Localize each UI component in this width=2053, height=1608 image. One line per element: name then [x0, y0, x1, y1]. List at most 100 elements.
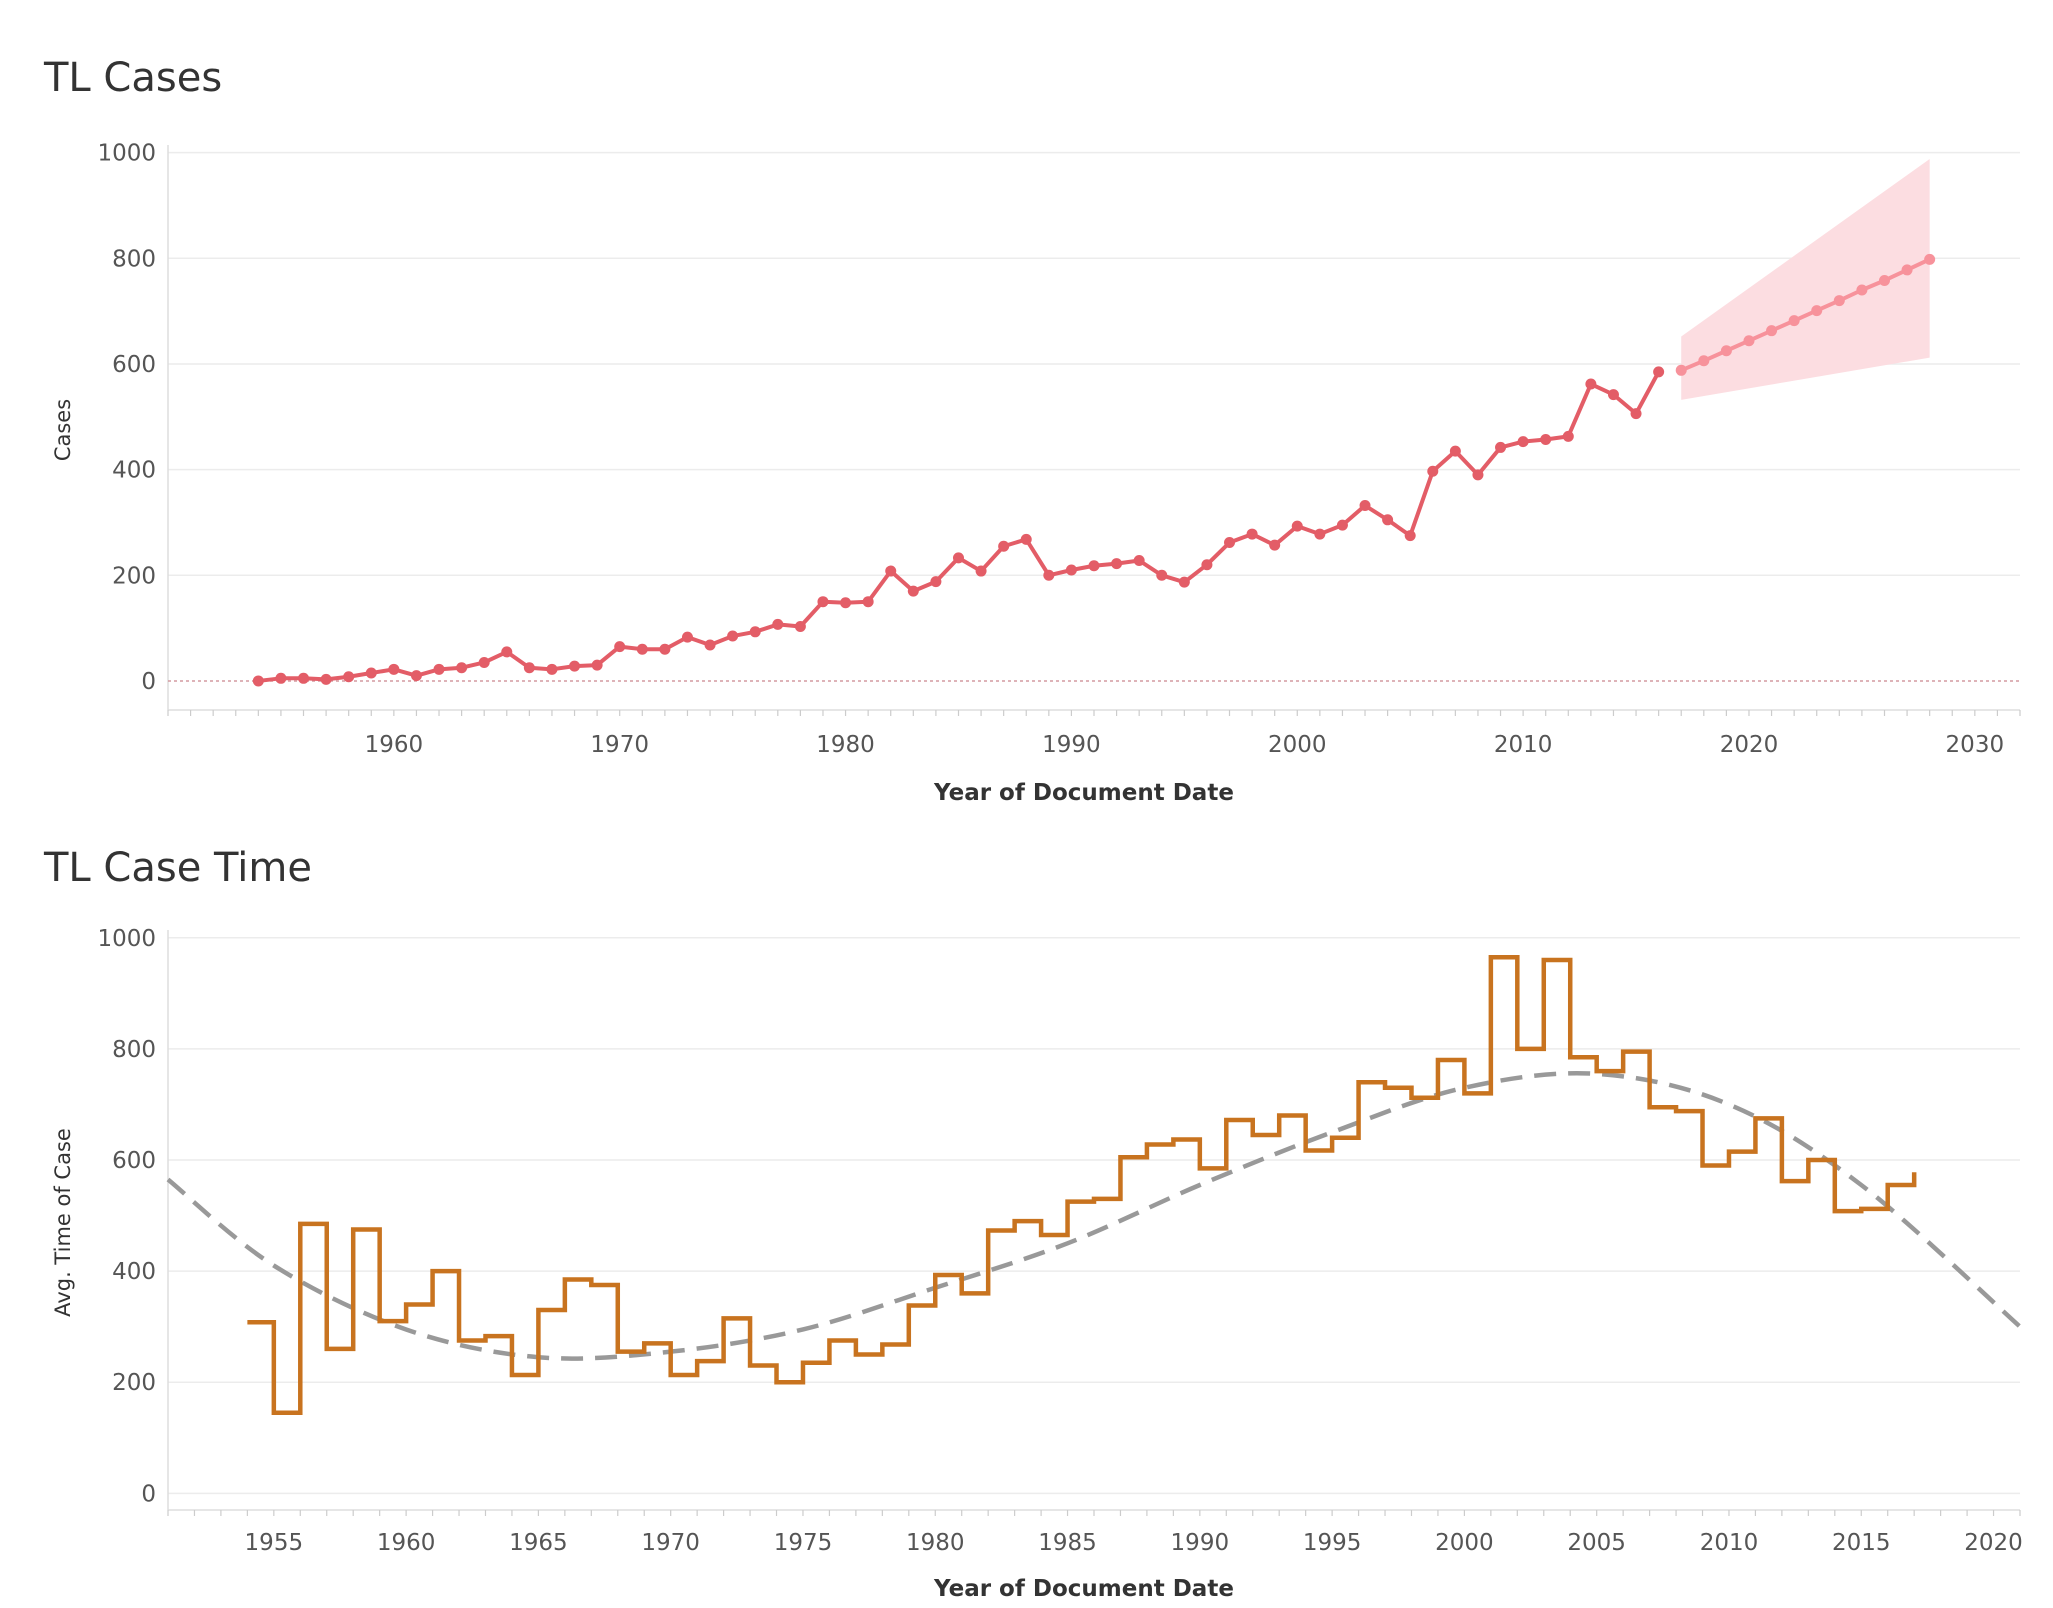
data-point-actual	[749, 626, 761, 638]
series-line-actual	[258, 370, 1661, 683]
x-axis-label: Year of Document Date	[933, 780, 1234, 806]
x-tick-label: 1960	[365, 732, 424, 758]
data-point-actual	[1336, 519, 1348, 531]
y-tick-label: 200	[112, 1370, 156, 1396]
data-point-actual	[433, 663, 445, 675]
data-point-actual	[1178, 576, 1190, 588]
data-point-actual	[1020, 533, 1032, 545]
data-point-actual	[1449, 445, 1461, 457]
data-point-forecast	[1833, 295, 1845, 307]
data-point-actual	[1291, 520, 1303, 532]
y-axis-label: Cases	[51, 399, 75, 461]
data-point-actual	[1427, 465, 1439, 477]
data-point-forecast	[1901, 264, 1913, 276]
data-point-actual	[1246, 528, 1258, 540]
y-tick-label: 0	[141, 1481, 156, 1507]
data-point-actual	[1133, 554, 1145, 566]
x-tick-label: 2005	[1567, 1530, 1626, 1556]
data-point-actual	[636, 643, 648, 655]
x-tick-label: 2010	[1700, 1530, 1759, 1556]
step-series-line	[247, 954, 1917, 1416]
data-point-forecast	[1811, 305, 1823, 317]
data-point-actual	[1043, 569, 1055, 581]
forecast-band	[1681, 158, 1930, 400]
data-point-actual	[591, 659, 603, 671]
y-tick-label: 800	[112, 1037, 156, 1063]
data-point-actual	[523, 662, 535, 674]
data-point-actual	[930, 576, 942, 588]
x-tick-label: 2000	[1435, 1530, 1494, 1556]
data-point-actual	[410, 670, 422, 682]
data-point-actual	[907, 585, 919, 597]
y-tick-label: 400	[112, 458, 156, 484]
data-point-actual	[727, 630, 739, 642]
data-point-actual	[772, 618, 784, 630]
data-point-actual	[320, 673, 332, 685]
data-point-forecast	[1743, 335, 1755, 347]
x-tick-label: 1990	[1171, 1530, 1230, 1556]
chart-1: 0 200 400 600 800 1000 1955 1960 1965 1970 1975 198…	[51, 926, 2023, 1602]
data-point-forecast	[1766, 325, 1778, 337]
data-point-actual	[1224, 537, 1236, 549]
data-point-actual	[681, 631, 693, 643]
x-tick-label: 1980	[816, 732, 875, 758]
data-point-actual	[546, 663, 558, 675]
data-point-actual	[1382, 514, 1394, 526]
trend-line	[166, 1071, 2022, 1361]
data-point-actual	[569, 660, 581, 672]
x-tick-label: 1990	[1042, 732, 1101, 758]
x-tick-label: 2015	[1832, 1530, 1891, 1556]
data-point-forecast	[1878, 274, 1890, 286]
x-axis-label: Year of Document Date	[933, 1576, 1234, 1602]
y-tick-label: 200	[112, 563, 156, 589]
x-tick-label: 1975	[774, 1530, 833, 1556]
data-point-actual	[388, 663, 400, 675]
x-tick-label: 1955	[245, 1530, 304, 1556]
y-tick-label: 1000	[97, 926, 156, 952]
x-tick-label: 1965	[509, 1530, 568, 1556]
x-tick-label: 1970	[641, 1530, 700, 1556]
x-tick-label: 1970	[590, 732, 649, 758]
data-point-actual	[1088, 560, 1100, 572]
data-point-actual	[1065, 564, 1077, 576]
data-point-actual	[1630, 408, 1642, 420]
x-tick-label: 1985	[1038, 1530, 1097, 1556]
data-point-actual	[298, 672, 310, 684]
y-tick-label: 600	[112, 352, 156, 378]
data-point-actual	[1314, 528, 1326, 540]
data-point-actual	[1495, 441, 1507, 453]
x-tick-label: 2010	[1494, 732, 1553, 758]
data-point-actual	[1269, 539, 1281, 551]
y-tick-label: 1000	[97, 141, 156, 167]
x-tick-label: 2020	[1720, 732, 1779, 758]
data-point-actual	[1585, 378, 1597, 390]
data-point-actual	[1359, 500, 1371, 512]
data-point-actual	[365, 667, 377, 679]
x-tick-label: 2000	[1268, 732, 1327, 758]
data-point-forecast	[1720, 345, 1732, 357]
data-point-actual	[975, 565, 987, 577]
data-point-forecast	[1856, 284, 1868, 296]
data-point-actual	[952, 552, 964, 564]
data-point-actual	[862, 596, 874, 608]
data-point-actual	[659, 643, 671, 655]
data-point-actual	[343, 671, 355, 683]
data-point-actual	[1607, 389, 1619, 401]
data-point-forecast	[1788, 315, 1800, 327]
data-point-actual	[1472, 469, 1484, 481]
chart-0: 0 200 400 600 800 1000 1960 1970 1980 1990 2000 201…	[51, 141, 2021, 806]
x-tick-label: 2030	[1946, 732, 2005, 758]
data-point-actual	[456, 662, 468, 674]
data-point-actual	[252, 675, 264, 687]
y-tick-label: 800	[112, 246, 156, 272]
x-tick-label: 1960	[377, 1530, 436, 1556]
data-point-actual	[1404, 530, 1416, 542]
x-tick-label: 2020	[1964, 1530, 2023, 1556]
y-tick-label: 400	[112, 1259, 156, 1285]
data-point-forecast	[1698, 355, 1710, 367]
data-point-actual	[478, 656, 490, 668]
data-point-actual	[885, 565, 897, 577]
data-point-forecast	[1675, 364, 1687, 376]
y-axis-label: Avg. Time of Case	[51, 1128, 75, 1317]
x-tick-label: 1995	[1303, 1530, 1362, 1556]
